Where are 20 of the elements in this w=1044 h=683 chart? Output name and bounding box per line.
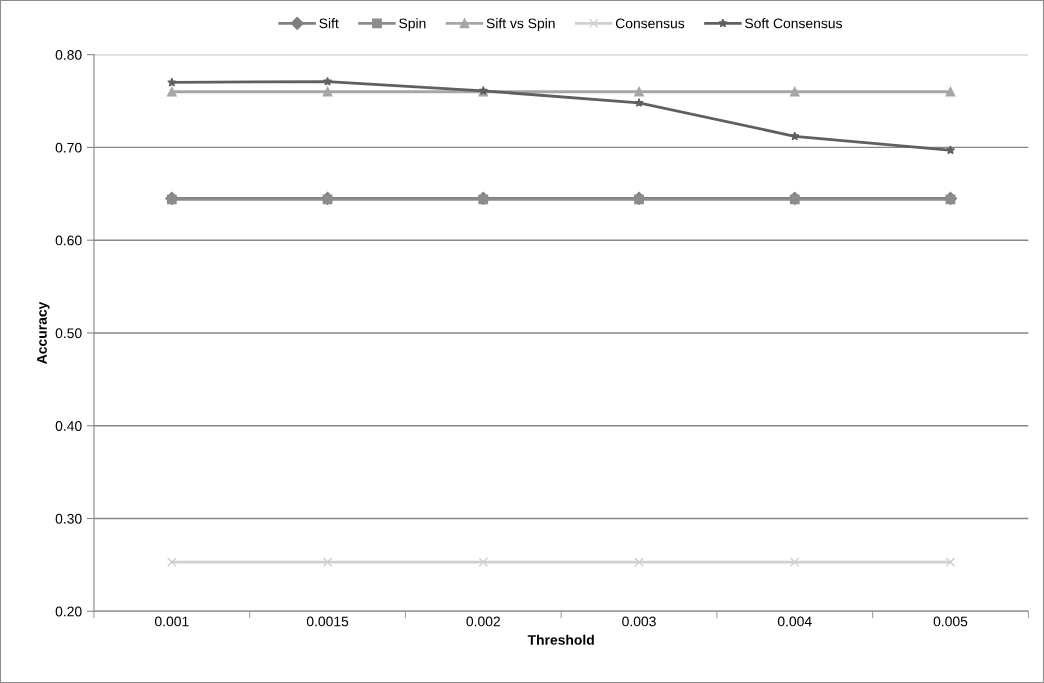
y-tick-label: 0.60 — [55, 235, 82, 246]
y-tick-label: 0.30 — [55, 513, 82, 524]
legend-label: Consensus — [615, 18, 685, 29]
x-axis-title: Threshold — [527, 634, 594, 645]
legend-label: Soft Consensus — [745, 18, 842, 29]
y-tick-label: 0.40 — [55, 421, 82, 431]
x-tick-label: 0.002 — [466, 616, 500, 627]
x-tick-label: 0.004 — [777, 616, 812, 627]
y-tick-label: 0.20 — [55, 606, 82, 617]
x-tick-label: 0.003 — [622, 616, 656, 627]
y-axis-title: Accuracy — [37, 301, 50, 364]
y-tick-label: 0.80 — [55, 49, 82, 60]
y-tick-label: 0.50 — [55, 328, 82, 339]
y-tick-label: 0.70 — [55, 142, 82, 153]
x-tick-label: 0.0015 — [306, 616, 349, 627]
x-tick-label: 0.001 — [154, 616, 189, 627]
legend-label: Spin — [399, 18, 426, 32]
legend-label: Sift — [319, 18, 339, 29]
legend-label: Sift vs Spin — [486, 18, 555, 32]
x-tick-label: 0.005 — [933, 616, 968, 627]
